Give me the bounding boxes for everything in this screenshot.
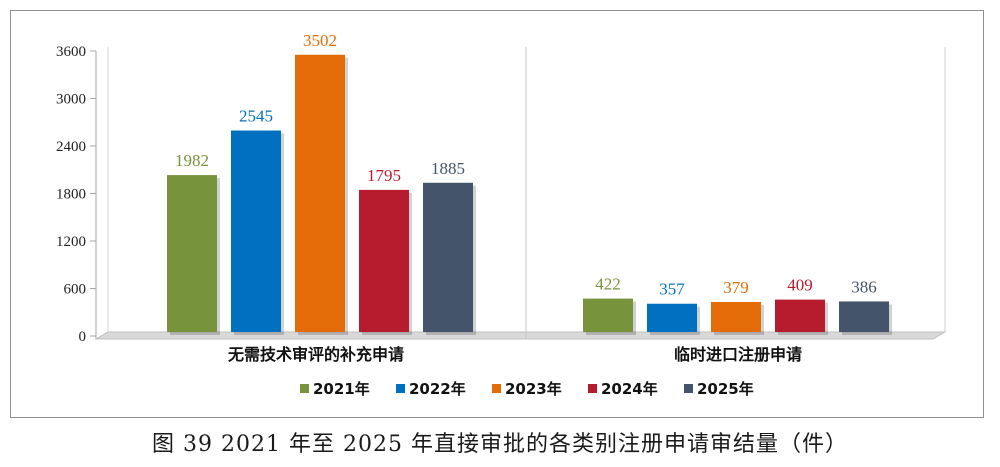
bar	[167, 175, 217, 332]
bar	[839, 301, 889, 332]
y-tick-label: 3600	[56, 44, 86, 60]
category-label: 临时进口注册申请	[674, 345, 802, 364]
data-label: 2545	[239, 107, 273, 126]
y-tick-label: 0	[79, 329, 87, 345]
axes: 0 600 1200 1800 2400 3000 3600 无需技术审评的补充申请 临时进口注…	[56, 44, 947, 364]
data-label: 386	[851, 277, 877, 296]
legend: 2021年 2022年 2023年 2024年 2025年	[300, 380, 754, 398]
data-label: 1982	[175, 151, 209, 170]
bar	[711, 301, 761, 332]
bars	[167, 54, 892, 336]
bar	[359, 189, 409, 332]
category-label: 无需技术审评的补充申请	[227, 345, 404, 364]
legend-swatch	[300, 384, 309, 393]
figure-caption: 图 39 2021 年至 2025 年直接审批的各类别注册申请审结量（件）	[152, 432, 848, 457]
y-tick-label: 1200	[56, 234, 86, 250]
data-label: 422	[595, 275, 621, 294]
legend-swatch	[396, 384, 405, 393]
bar-chart: 0 600 1200 1800 2400 3000 3600 无需技术审评的补充申请 临时进口注…	[56, 31, 947, 398]
legend-label: 2024年	[601, 380, 658, 398]
y-tick-label: 1800	[56, 187, 86, 203]
data-label: 1795	[367, 166, 401, 185]
legend-label: 2022年	[409, 380, 466, 398]
data-label: 1885	[431, 159, 465, 178]
bar	[583, 298, 633, 332]
legend-swatch	[684, 384, 693, 393]
bar	[423, 182, 473, 332]
legend-label: 2021年	[313, 380, 370, 398]
bar	[295, 54, 345, 333]
legend-label: 2025年	[697, 380, 754, 398]
data-label: 409	[787, 276, 813, 295]
y-tick-label: 2400	[56, 139, 86, 155]
data-labels: 1982 422 2545 357 3502 379 1795 409 1885 386	[175, 31, 877, 299]
bar	[647, 303, 697, 332]
legend-swatch	[492, 384, 501, 393]
data-label: 3502	[303, 31, 337, 50]
bar	[231, 130, 281, 332]
legend-swatch	[588, 384, 597, 393]
y-tick-label: 600	[64, 282, 87, 298]
y-tick-label: 3000	[56, 92, 86, 108]
legend-label: 2023年	[505, 380, 562, 398]
data-label: 379	[723, 278, 749, 297]
data-label: 357	[659, 280, 685, 299]
bar	[775, 299, 825, 332]
